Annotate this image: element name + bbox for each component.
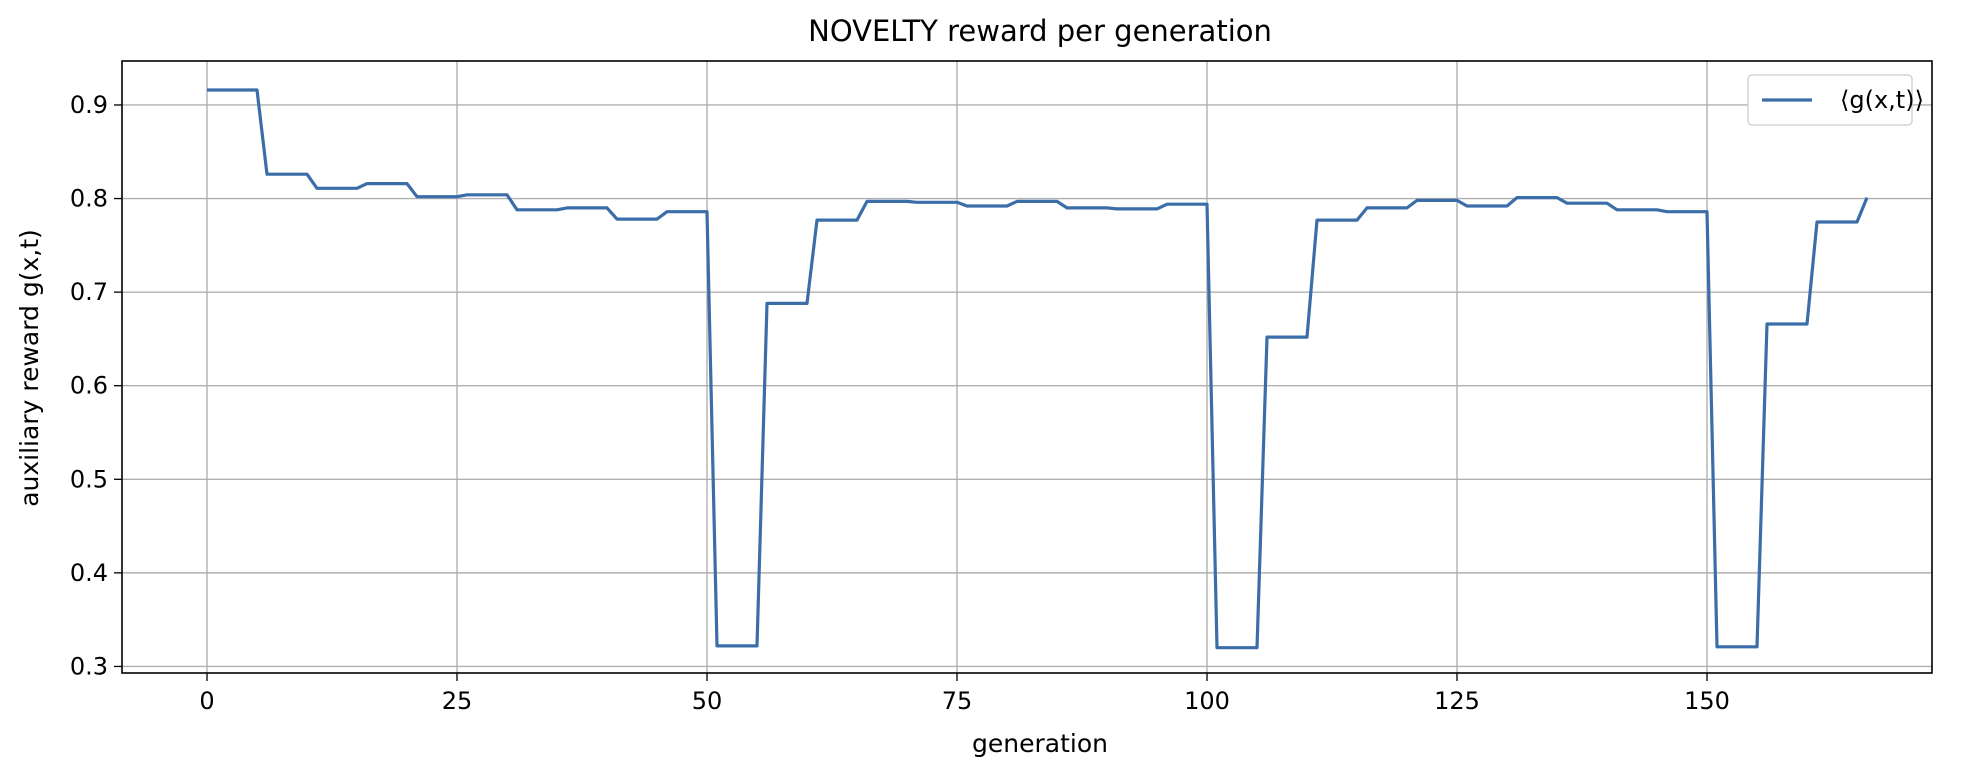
y-tick-label: 0.5 — [70, 465, 108, 493]
axis-ticks: 0 25 50 75 100 125 150 0.3 0.4 0.5 0.6 0.7 0.8 0.9 — [70, 91, 1730, 715]
y-tick-label: 0.6 — [70, 372, 108, 400]
y-tick-label: 0.3 — [70, 652, 108, 680]
chart-title: NOVELTY reward per generation — [808, 14, 1272, 48]
legend-label: ⟨g(x,t)⟩ — [1840, 86, 1924, 114]
x-axis-label: generation — [972, 729, 1108, 758]
plot-frame — [121, 60, 1933, 674]
series-line — [207, 88, 1869, 650]
series-group — [207, 88, 1869, 650]
legend-box — [1747, 74, 1913, 126]
grid — [122, 61, 1932, 673]
x-tick-label: 75 — [942, 687, 973, 715]
y-tick-label: 0.8 — [70, 185, 108, 213]
y-tick-label: 0.9 — [70, 91, 108, 119]
y-tick-label: 0.7 — [70, 278, 108, 306]
x-tick-label: 100 — [1184, 687, 1230, 715]
x-tick-label: 0 — [199, 687, 214, 715]
x-tick-label: 150 — [1684, 687, 1730, 715]
y-axis-label: auxiliary reward g(x,t) — [15, 229, 44, 507]
x-tick-label: 25 — [442, 687, 473, 715]
x-tick-label: 50 — [692, 687, 723, 715]
x-tick-label: 125 — [1434, 687, 1480, 715]
y-tick-label: 0.4 — [70, 559, 108, 587]
legend: ⟨g(x,t)⟩ — [1747, 74, 1924, 126]
